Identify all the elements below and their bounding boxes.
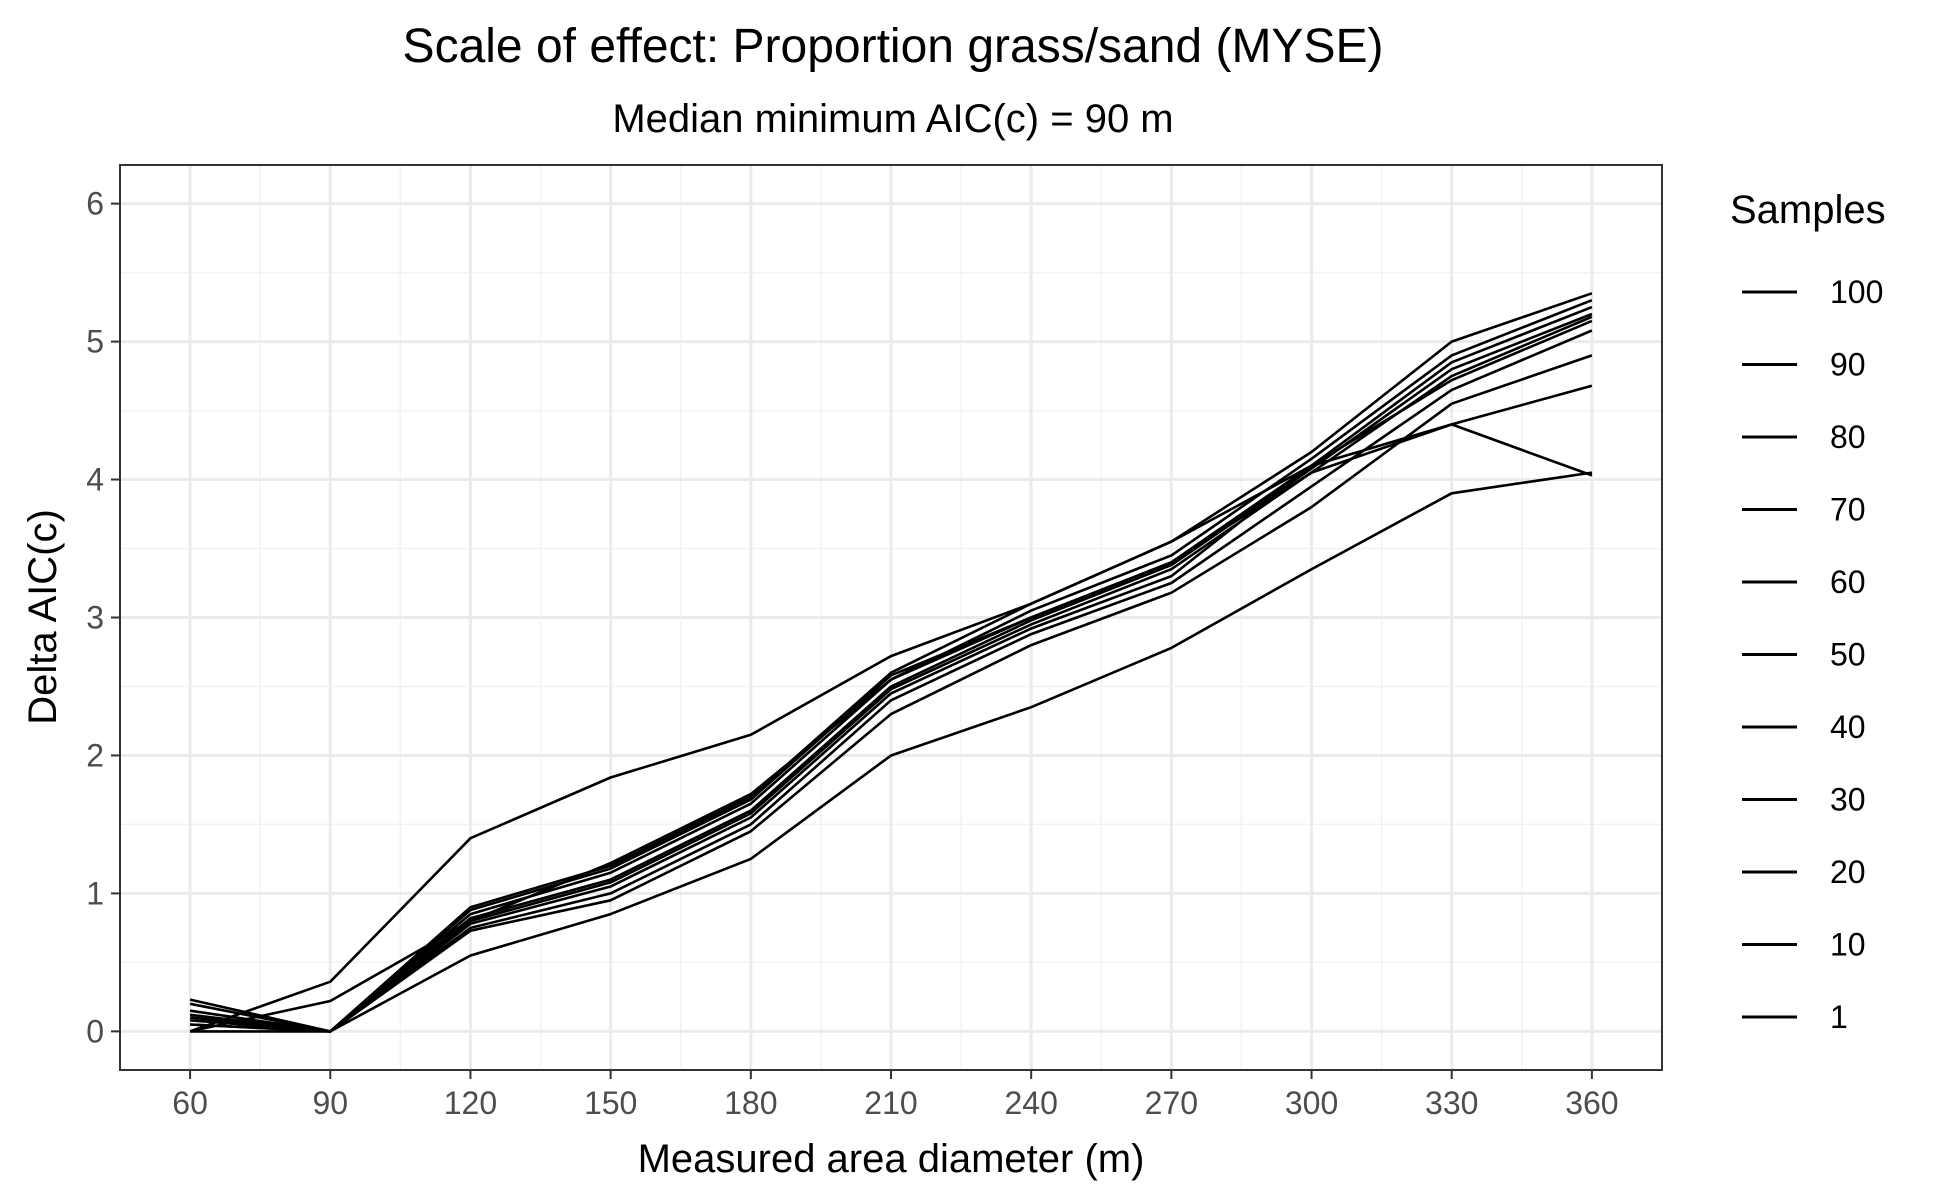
legend-label: 30 (1830, 782, 1866, 818)
x-tick-label: 330 (1425, 1085, 1478, 1121)
legend: Samples 100 90 80 70 60 50 40 30 20 10 1 (1730, 188, 1886, 1035)
chart-title: Scale of effect: Proportion grass/sand (… (403, 20, 1384, 73)
series-line-50 (190, 319, 1593, 1033)
x-tick-label: 180 (724, 1085, 777, 1121)
legend-label: 90 (1830, 347, 1866, 383)
x-tick-label: 300 (1285, 1085, 1338, 1121)
axis-ticks: 0 1 2 3 4 5 6 60 90 120 150 180 210 240 270 300 330 360 (86, 186, 1618, 1121)
y-tick-label: 2 (86, 737, 104, 773)
legend-title: Samples (1730, 188, 1886, 232)
y-tick-label: 4 (86, 462, 104, 498)
x-tick-label: 270 (1145, 1085, 1198, 1121)
series-lines (189, 292, 1593, 1033)
y-tick-label: 0 (86, 1013, 104, 1049)
series-line-30 (190, 354, 1593, 1033)
series-line-60 (189, 315, 1593, 1033)
y-tick-label: 3 (86, 600, 104, 636)
x-tick-label: 360 (1565, 1085, 1618, 1121)
legend-label: 50 (1830, 637, 1866, 673)
series-line-40 (189, 329, 1593, 1033)
x-tick-label: 60 (172, 1085, 208, 1121)
y-tick-label: 6 (86, 186, 104, 222)
legend-label: 20 (1830, 854, 1866, 890)
legend-label: 40 (1830, 709, 1866, 745)
series-line-20 (189, 471, 1593, 1033)
legend-label: 100 (1830, 274, 1883, 310)
legend-label: 1 (1830, 999, 1848, 1035)
legend-label: 60 (1830, 564, 1866, 600)
y-axis-title: Delta AIC(c) (21, 509, 65, 725)
x-tick-label: 210 (864, 1085, 917, 1121)
y-tick-label: 5 (86, 324, 104, 360)
series-line-10 (189, 384, 1593, 1033)
x-tick-label: 120 (444, 1085, 497, 1121)
legend-label: 10 (1830, 927, 1866, 963)
series-line-1 (189, 423, 1593, 1033)
legend-label: 80 (1830, 419, 1866, 455)
chart-subtitle: Median minimum AIC(c) = 90 m (612, 97, 1173, 141)
series-line-70 (189, 312, 1593, 1033)
x-tick-label: 240 (1004, 1085, 1057, 1121)
x-tick-label: 150 (584, 1085, 637, 1121)
legend-label: 70 (1830, 492, 1866, 528)
x-axis-title: Measured area diameter (m) (638, 1137, 1145, 1181)
x-tick-label: 90 (312, 1085, 348, 1121)
y-tick-label: 1 (86, 875, 104, 911)
series-line-80 (189, 305, 1593, 1033)
